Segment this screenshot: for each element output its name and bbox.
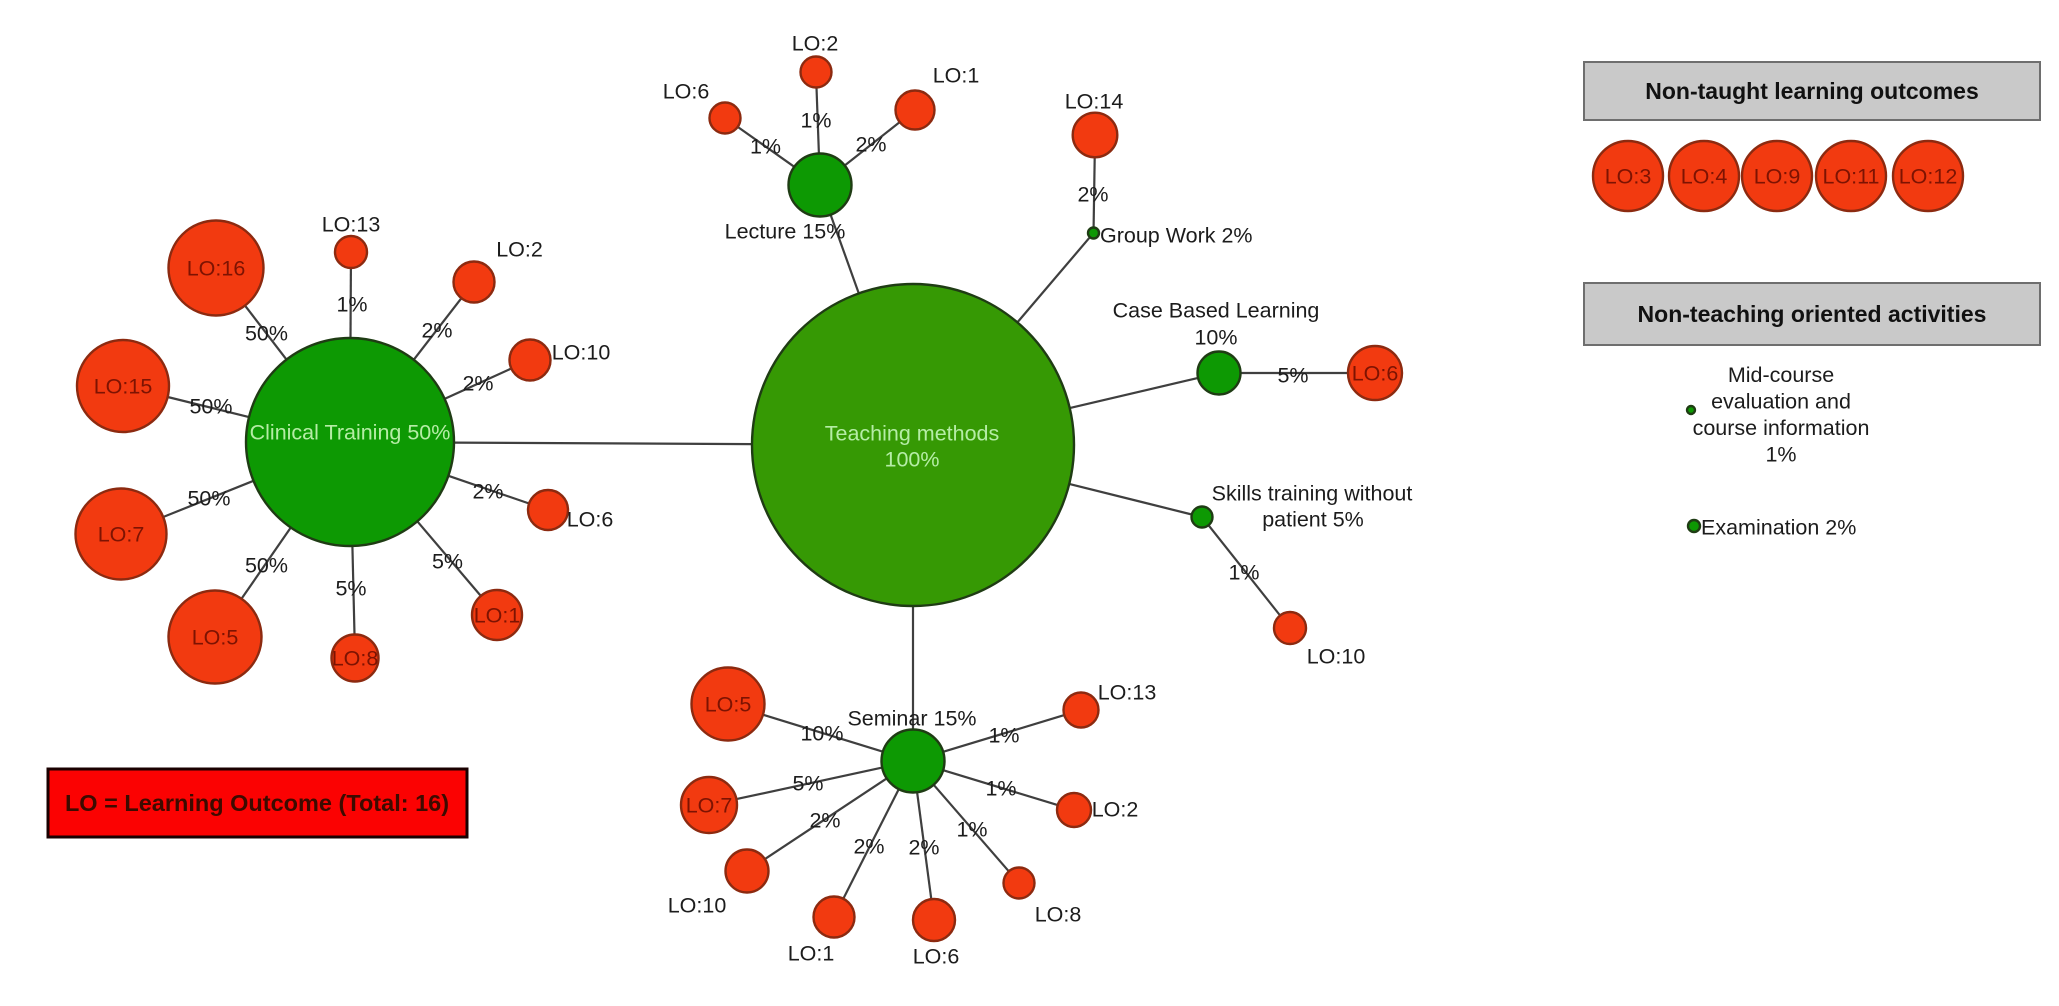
svg-text:LO:1: LO:1 xyxy=(788,942,835,966)
svg-text:LO:10: LO:10 xyxy=(1307,645,1366,669)
svg-text:5%: 5% xyxy=(792,772,823,796)
svg-text:Skills training without: Skills training without xyxy=(1212,482,1413,506)
svg-text:1%: 1% xyxy=(1228,561,1259,585)
svg-text:2%: 2% xyxy=(1077,183,1108,207)
svg-text:Mid-course: Mid-course xyxy=(1728,363,1834,387)
svg-text:LO:10: LO:10 xyxy=(552,341,611,365)
svg-text:LO:12: LO:12 xyxy=(1899,165,1958,189)
svg-text:LO:14: LO:14 xyxy=(1065,90,1124,114)
svg-text:LO:9: LO:9 xyxy=(1754,165,1801,189)
svg-text:1%: 1% xyxy=(750,135,781,159)
svg-text:LO:16: LO:16 xyxy=(187,257,246,281)
svg-text:LO:6: LO:6 xyxy=(913,945,960,969)
svg-text:LO:7: LO:7 xyxy=(98,523,145,547)
svg-text:50%: 50% xyxy=(245,554,288,578)
svg-text:2%: 2% xyxy=(462,372,493,396)
svg-text:2%: 2% xyxy=(809,809,840,833)
svg-text:1%: 1% xyxy=(1765,443,1796,467)
svg-text:1%: 1% xyxy=(956,818,987,842)
svg-text:Examination 2%: Examination 2% xyxy=(1701,516,1856,540)
svg-text:LO:13: LO:13 xyxy=(1098,681,1157,705)
svg-text:2%: 2% xyxy=(421,319,452,343)
svg-text:LO:7: LO:7 xyxy=(686,794,733,818)
svg-text:2%: 2% xyxy=(908,836,939,860)
svg-text:LO:15: LO:15 xyxy=(94,375,153,399)
svg-text:patient 5%: patient 5% xyxy=(1262,508,1364,532)
svg-text:2%: 2% xyxy=(855,133,886,157)
svg-text:LO:2: LO:2 xyxy=(1092,798,1139,822)
svg-text:course information: course information xyxy=(1693,416,1870,440)
svg-text:LO:2: LO:2 xyxy=(792,32,839,56)
svg-text:Teaching methods: Teaching methods xyxy=(825,422,1000,446)
svg-text:2%: 2% xyxy=(472,480,503,504)
svg-text:Group Work 2%: Group Work 2% xyxy=(1100,224,1253,248)
svg-text:1%: 1% xyxy=(985,777,1016,801)
svg-text:LO:6: LO:6 xyxy=(567,508,614,532)
svg-text:Lecture 15%: Lecture 15% xyxy=(725,220,846,244)
svg-text:LO:8: LO:8 xyxy=(332,647,379,671)
svg-text:5%: 5% xyxy=(1277,364,1308,388)
svg-text:LO:2: LO:2 xyxy=(496,238,543,262)
svg-text:Case Based Learning: Case Based Learning xyxy=(1113,299,1320,323)
svg-text:100%: 100% xyxy=(885,448,940,472)
svg-text:LO = Learning Outcome (Total:: LO = Learning Outcome (Total: 16) xyxy=(65,790,449,816)
svg-text:LO:4: LO:4 xyxy=(1681,165,1728,189)
svg-text:LO:8: LO:8 xyxy=(1035,903,1082,927)
svg-text:5%: 5% xyxy=(432,550,463,574)
svg-text:1%: 1% xyxy=(336,293,367,317)
svg-text:2%: 2% xyxy=(853,835,884,859)
svg-text:LO:1: LO:1 xyxy=(474,604,521,628)
svg-text:10%: 10% xyxy=(1194,326,1237,350)
svg-text:Non-taught learning outcomes: Non-taught learning outcomes xyxy=(1645,78,1979,104)
svg-text:LO:6: LO:6 xyxy=(663,80,710,104)
svg-text:5%: 5% xyxy=(335,577,366,601)
svg-text:evaluation and: evaluation and xyxy=(1711,390,1851,414)
svg-text:LO:5: LO:5 xyxy=(192,626,239,650)
svg-text:LO:1: LO:1 xyxy=(933,64,980,88)
svg-text:Clinical Training 50%: Clinical Training 50% xyxy=(250,421,451,445)
svg-text:Non-teaching oriented activiti: Non-teaching oriented activities xyxy=(1638,301,1987,327)
svg-text:LO:11: LO:11 xyxy=(1823,165,1880,189)
svg-text:1%: 1% xyxy=(800,109,831,133)
svg-text:50%: 50% xyxy=(245,322,288,346)
svg-text:50%: 50% xyxy=(187,487,230,511)
svg-text:LO:5: LO:5 xyxy=(705,693,752,717)
svg-text:LO:10: LO:10 xyxy=(668,894,727,918)
svg-text:1%: 1% xyxy=(988,724,1019,748)
svg-text:LO:13: LO:13 xyxy=(322,213,381,237)
svg-text:50%: 50% xyxy=(189,395,232,419)
svg-text:LO:6: LO:6 xyxy=(1352,362,1399,386)
svg-text:Seminar 15%: Seminar 15% xyxy=(847,707,976,731)
svg-text:LO:3: LO:3 xyxy=(1605,165,1652,189)
svg-text:10%: 10% xyxy=(800,722,843,746)
